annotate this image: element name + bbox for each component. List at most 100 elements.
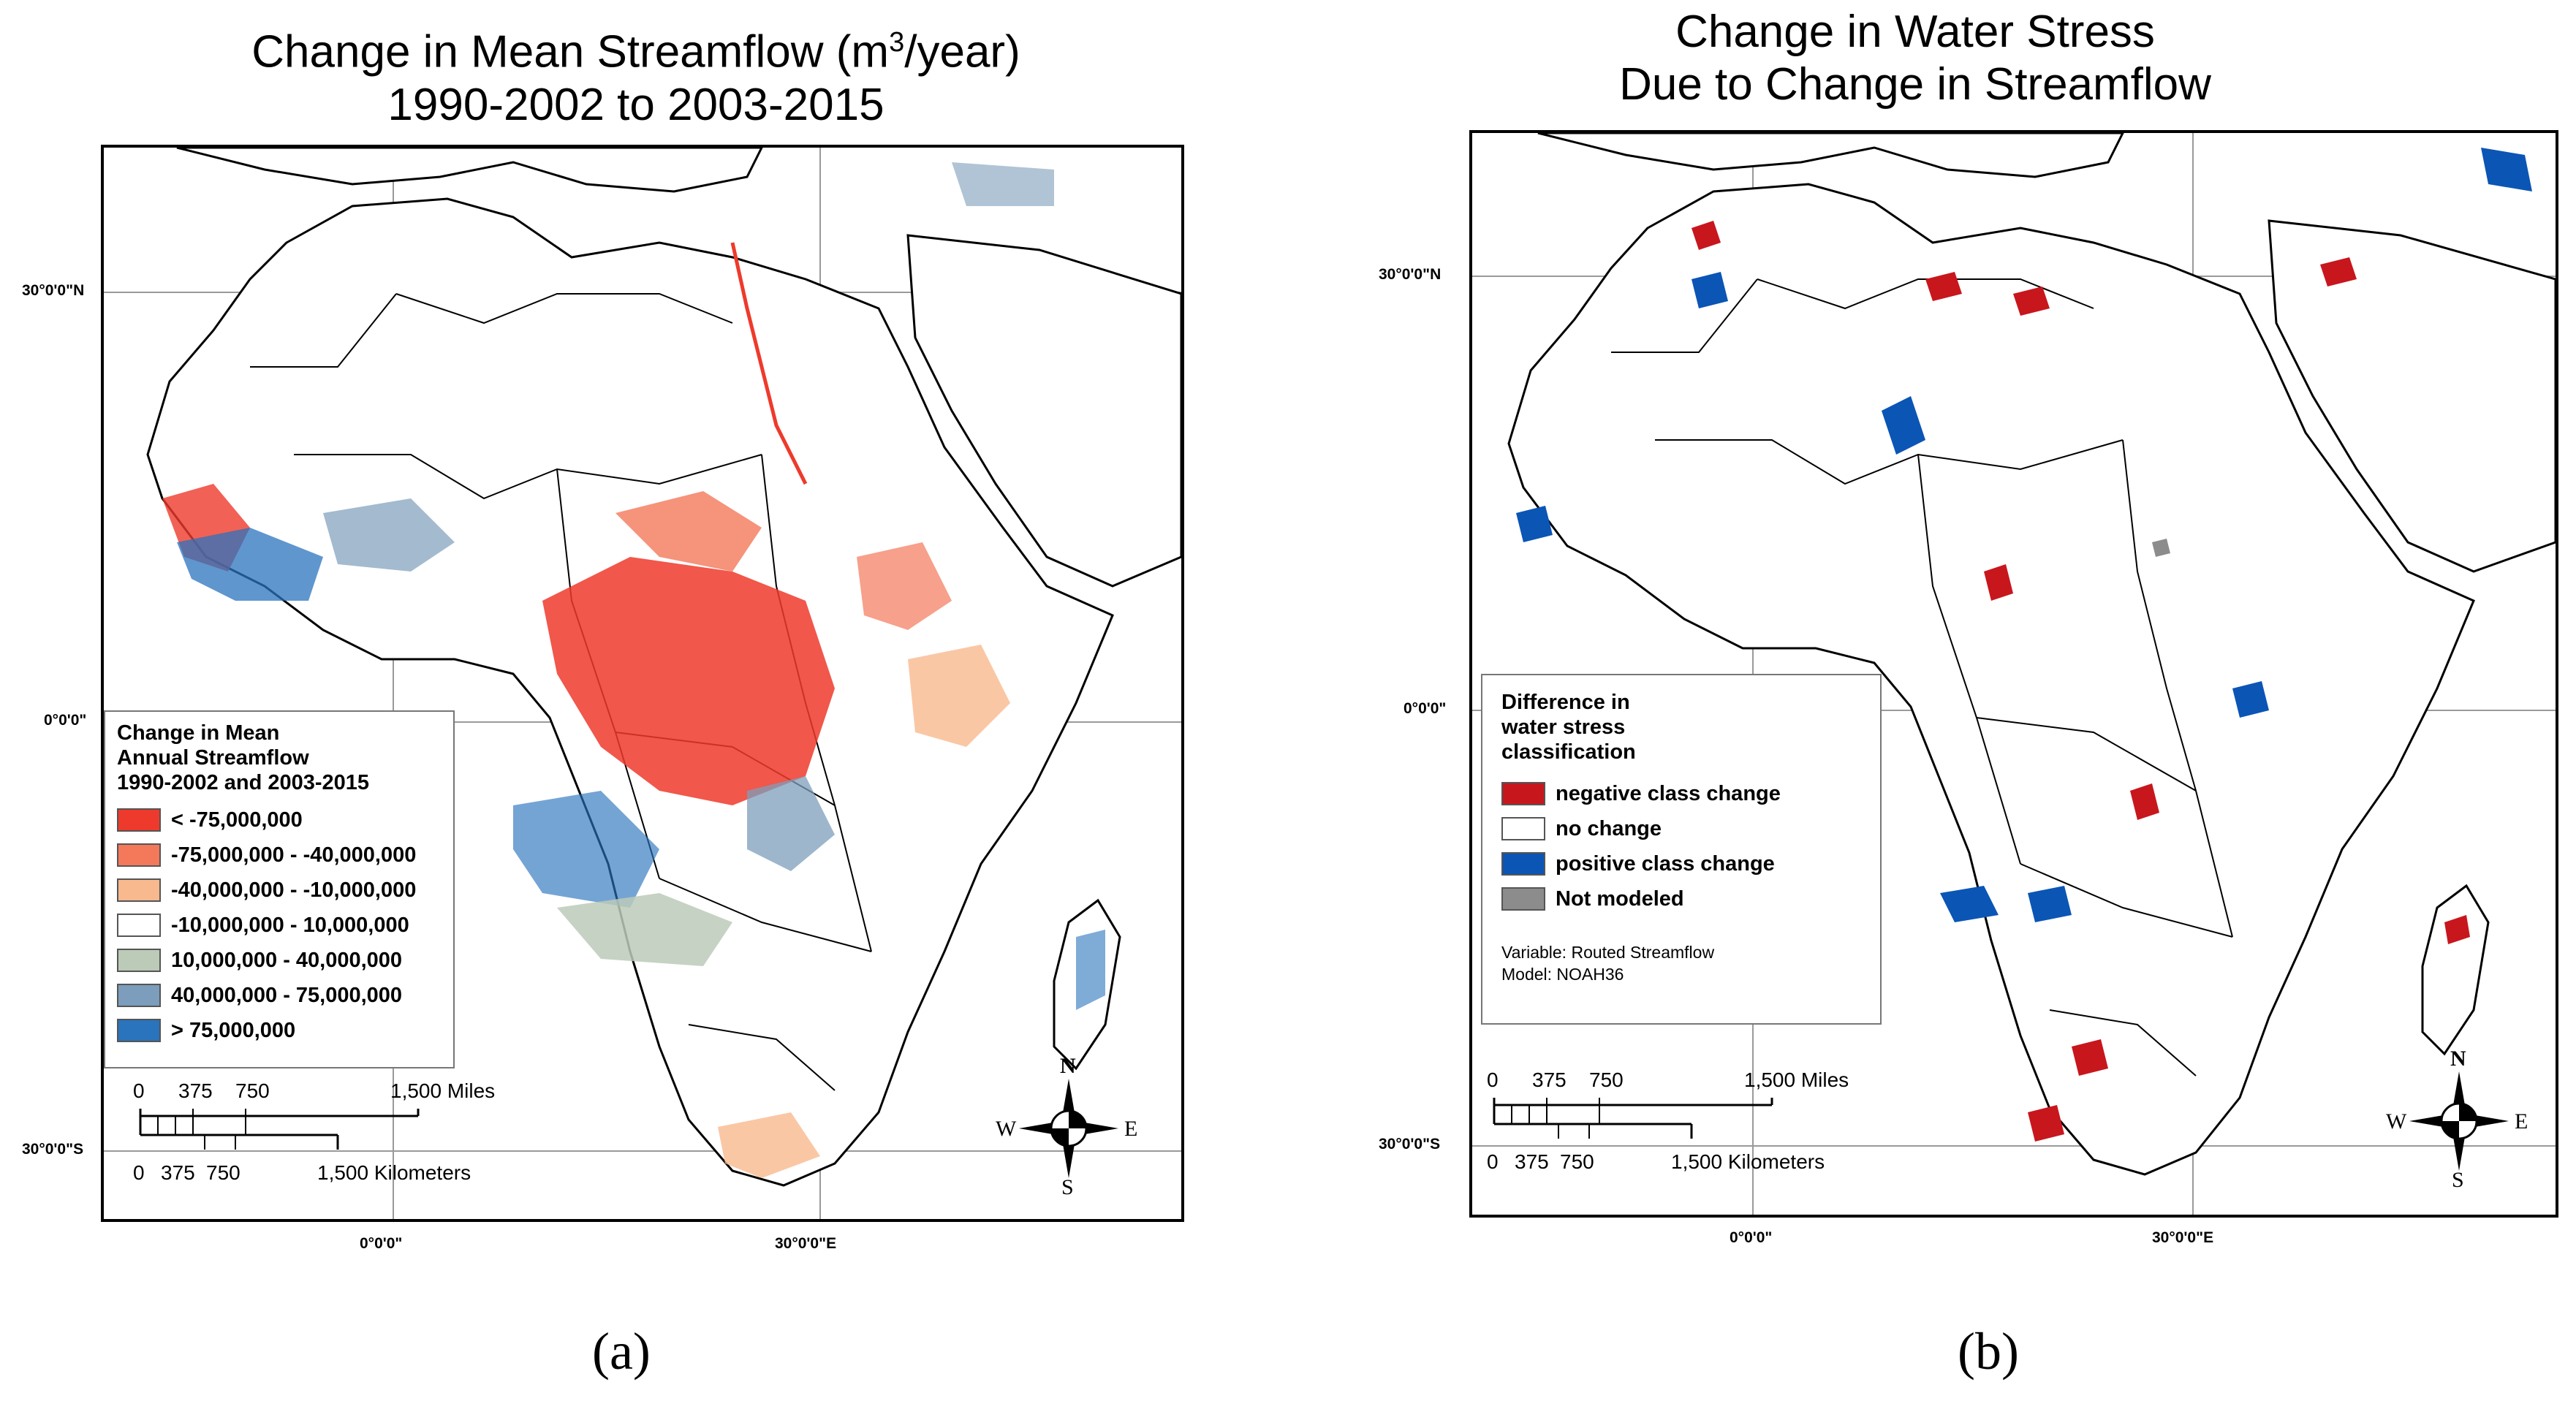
border-b-1 bbox=[1655, 439, 2124, 485]
compass-rose-icon bbox=[1019, 1079, 1118, 1178]
patch-b-neg-1 bbox=[1692, 221, 1721, 250]
panel-a-title-line2: 1990-2002 to 2003-2015 bbox=[387, 79, 884, 130]
legend-b-label: Not modeled bbox=[1556, 886, 1684, 911]
patch-a-pos-north bbox=[952, 162, 1054, 206]
legend-a-item: -75,000,000 - -40,000,000 bbox=[117, 838, 442, 873]
scale-a-km-0: 0 bbox=[133, 1161, 145, 1184]
legend-a-item: 40,000,000 - 75,000,000 bbox=[117, 978, 442, 1013]
patch-b-pos-3 bbox=[2028, 886, 2072, 922]
legend-b: Difference in water stress classificatio… bbox=[1481, 674, 1882, 1025]
border-b-2 bbox=[1917, 454, 2021, 865]
scale-a-km-750: 750 bbox=[206, 1161, 240, 1184]
africa-outline-b bbox=[1507, 183, 2475, 1176]
title-a-part1: Change in Mean Streamflow (m bbox=[251, 26, 890, 77]
scale-b-mi-750: 750 bbox=[1589, 1068, 1624, 1091]
patch-b-neg-7 bbox=[2072, 1039, 2108, 1076]
title-a-sup: 3 bbox=[889, 27, 905, 58]
axis-label-a-lon30: 30°0'0"E bbox=[775, 1235, 837, 1252]
scale-b-mi-1500: 1,500 Miles bbox=[1744, 1068, 1849, 1091]
legend-a-item: > 75,000,000 bbox=[117, 1013, 442, 1048]
legend-a-title-2: Annual Streamflow bbox=[117, 746, 309, 770]
scalebar-a: 0 375 750 1,500 Miles 0 375 750 1,500 Ki… bbox=[126, 1079, 637, 1204]
scale-b-km-0: 0 bbox=[1487, 1150, 1499, 1173]
scale-b-mi-375: 375 bbox=[1532, 1068, 1567, 1091]
scale-a-mi-0: 0 bbox=[133, 1079, 145, 1102]
legend-a-item: -40,000,000 - -10,000,000 bbox=[117, 873, 442, 908]
patch-b-neg-3 bbox=[2013, 286, 2050, 316]
patch-b-neg-4 bbox=[2320, 257, 2357, 286]
legend-b-title-3: classification bbox=[1501, 740, 1636, 764]
patch-a-neg-mid bbox=[615, 491, 762, 572]
streamflow-patches-a bbox=[162, 162, 1105, 1178]
panel-a-title-line1: Change in Mean Streamflow (m3/year) bbox=[102, 16, 1170, 79]
scale-b-km-375: 375 bbox=[1515, 1150, 1549, 1173]
legend-b-swatch-0 bbox=[1501, 782, 1545, 805]
border-a-6 bbox=[395, 293, 733, 324]
compass-a: N W E S bbox=[996, 1054, 1142, 1200]
map-a: Change in Mean Annual Streamflow 1990-20… bbox=[101, 145, 1184, 1222]
legend-b-title-1: Difference in bbox=[1501, 691, 1630, 714]
axis-label-a-30n: 30°0'0"N bbox=[22, 282, 85, 299]
patch-a-light-east bbox=[908, 645, 1010, 747]
patch-b-grey bbox=[2152, 539, 2170, 557]
legend-a-item: -10,000,000 - 10,000,000 bbox=[117, 908, 442, 943]
panel-label-a: (a) bbox=[592, 1322, 651, 1381]
patch-a-neg-east bbox=[857, 542, 952, 630]
axis-label-a-lon0: 0°0'0" bbox=[360, 1235, 403, 1252]
panel-b-title-line1: Change in Water Stress bbox=[1675, 7, 2155, 57]
legend-a-item: 10,000,000 - 40,000,000 bbox=[117, 943, 442, 978]
border-b-3 bbox=[2122, 439, 2233, 938]
patch-a-mid-west bbox=[323, 498, 455, 572]
scale-b-bars bbox=[1493, 1098, 1773, 1139]
panel-b-title-line2: Due to Change in Streamflow bbox=[1619, 59, 2211, 110]
border-a-7 bbox=[250, 293, 397, 368]
patch-b-pos-2 bbox=[1940, 886, 1999, 922]
scale-a-mi-1500: 1,500 Miles bbox=[390, 1079, 496, 1102]
legend-a-swatch-3 bbox=[117, 914, 161, 937]
scale-b-mi-0: 0 bbox=[1487, 1068, 1499, 1091]
axis-label-a-30s: 30°0'0"S bbox=[22, 1141, 84, 1158]
compass-a-e: E bbox=[1124, 1117, 1138, 1141]
legend-b-swatch-1 bbox=[1501, 817, 1545, 840]
scalebar-b: 0 375 750 1,500 Miles 0 375 750 1,500 Ki… bbox=[1480, 1068, 1991, 1193]
compass-a-n: N bbox=[1060, 1054, 1076, 1078]
stress-patches-b bbox=[1516, 148, 2532, 1142]
legend-a-label: -40,000,000 - -10,000,000 bbox=[171, 878, 417, 902]
patch-a-madagascar bbox=[1076, 930, 1105, 1010]
compass-rose-icon bbox=[2409, 1071, 2509, 1171]
scale-a-mi-375: 375 bbox=[178, 1079, 213, 1102]
legend-b-label: negative class change bbox=[1556, 781, 1781, 805]
madagascar-b bbox=[2421, 884, 2490, 1056]
axis-label-b-30n: 30°0'0"N bbox=[1379, 266, 1442, 283]
legend-b-label: no change bbox=[1556, 816, 1662, 840]
axis-label-b-lon0: 0°0'0" bbox=[1730, 1229, 1773, 1246]
europe-a bbox=[176, 148, 763, 193]
patch-b-pos-4 bbox=[2232, 681, 2269, 718]
patch-b-neg-8 bbox=[2028, 1105, 2064, 1142]
scale-a-km-1500: 1,500 Kilometers bbox=[317, 1161, 471, 1184]
compass-b-w: W bbox=[2386, 1109, 2407, 1134]
border-b-6 bbox=[1757, 278, 2094, 310]
border-b-5 bbox=[2020, 863, 2233, 938]
legend-b-item: negative class change bbox=[1501, 776, 1861, 811]
legend-a: Change in Mean Annual Streamflow 1990-20… bbox=[104, 710, 455, 1068]
compass-b-e: E bbox=[2515, 1109, 2528, 1134]
legend-a-label: < -75,000,000 bbox=[171, 808, 303, 832]
legend-a-swatch-4 bbox=[117, 949, 161, 972]
legend-a-swatch-0 bbox=[117, 808, 161, 832]
scale-b-km-1500: 1,500 Kilometers bbox=[1671, 1150, 1825, 1173]
axis-label-a-0: 0°0'0" bbox=[44, 712, 87, 729]
legend-a-label: 40,000,000 - 75,000,000 bbox=[171, 983, 403, 1007]
compass-a-s: S bbox=[1061, 1175, 1074, 1199]
scale-a-bars bbox=[139, 1109, 420, 1150]
legend-b-item: positive class change bbox=[1501, 846, 1861, 881]
patch-b-neg-2 bbox=[1925, 272, 1962, 301]
legend-a-title-3: 1990-2002 and 2003-2015 bbox=[117, 771, 370, 794]
border-b-7 bbox=[1611, 278, 1758, 353]
legend-a-swatch-5 bbox=[117, 984, 161, 1007]
map-a-graphics bbox=[104, 148, 1181, 1219]
axis-label-b-lon30: 30°0'0"E bbox=[2152, 1229, 2214, 1246]
patch-b-neg-6 bbox=[2130, 783, 2159, 820]
compass-b-n: N bbox=[2450, 1047, 2466, 1071]
border-b-8 bbox=[2049, 1009, 2197, 1077]
